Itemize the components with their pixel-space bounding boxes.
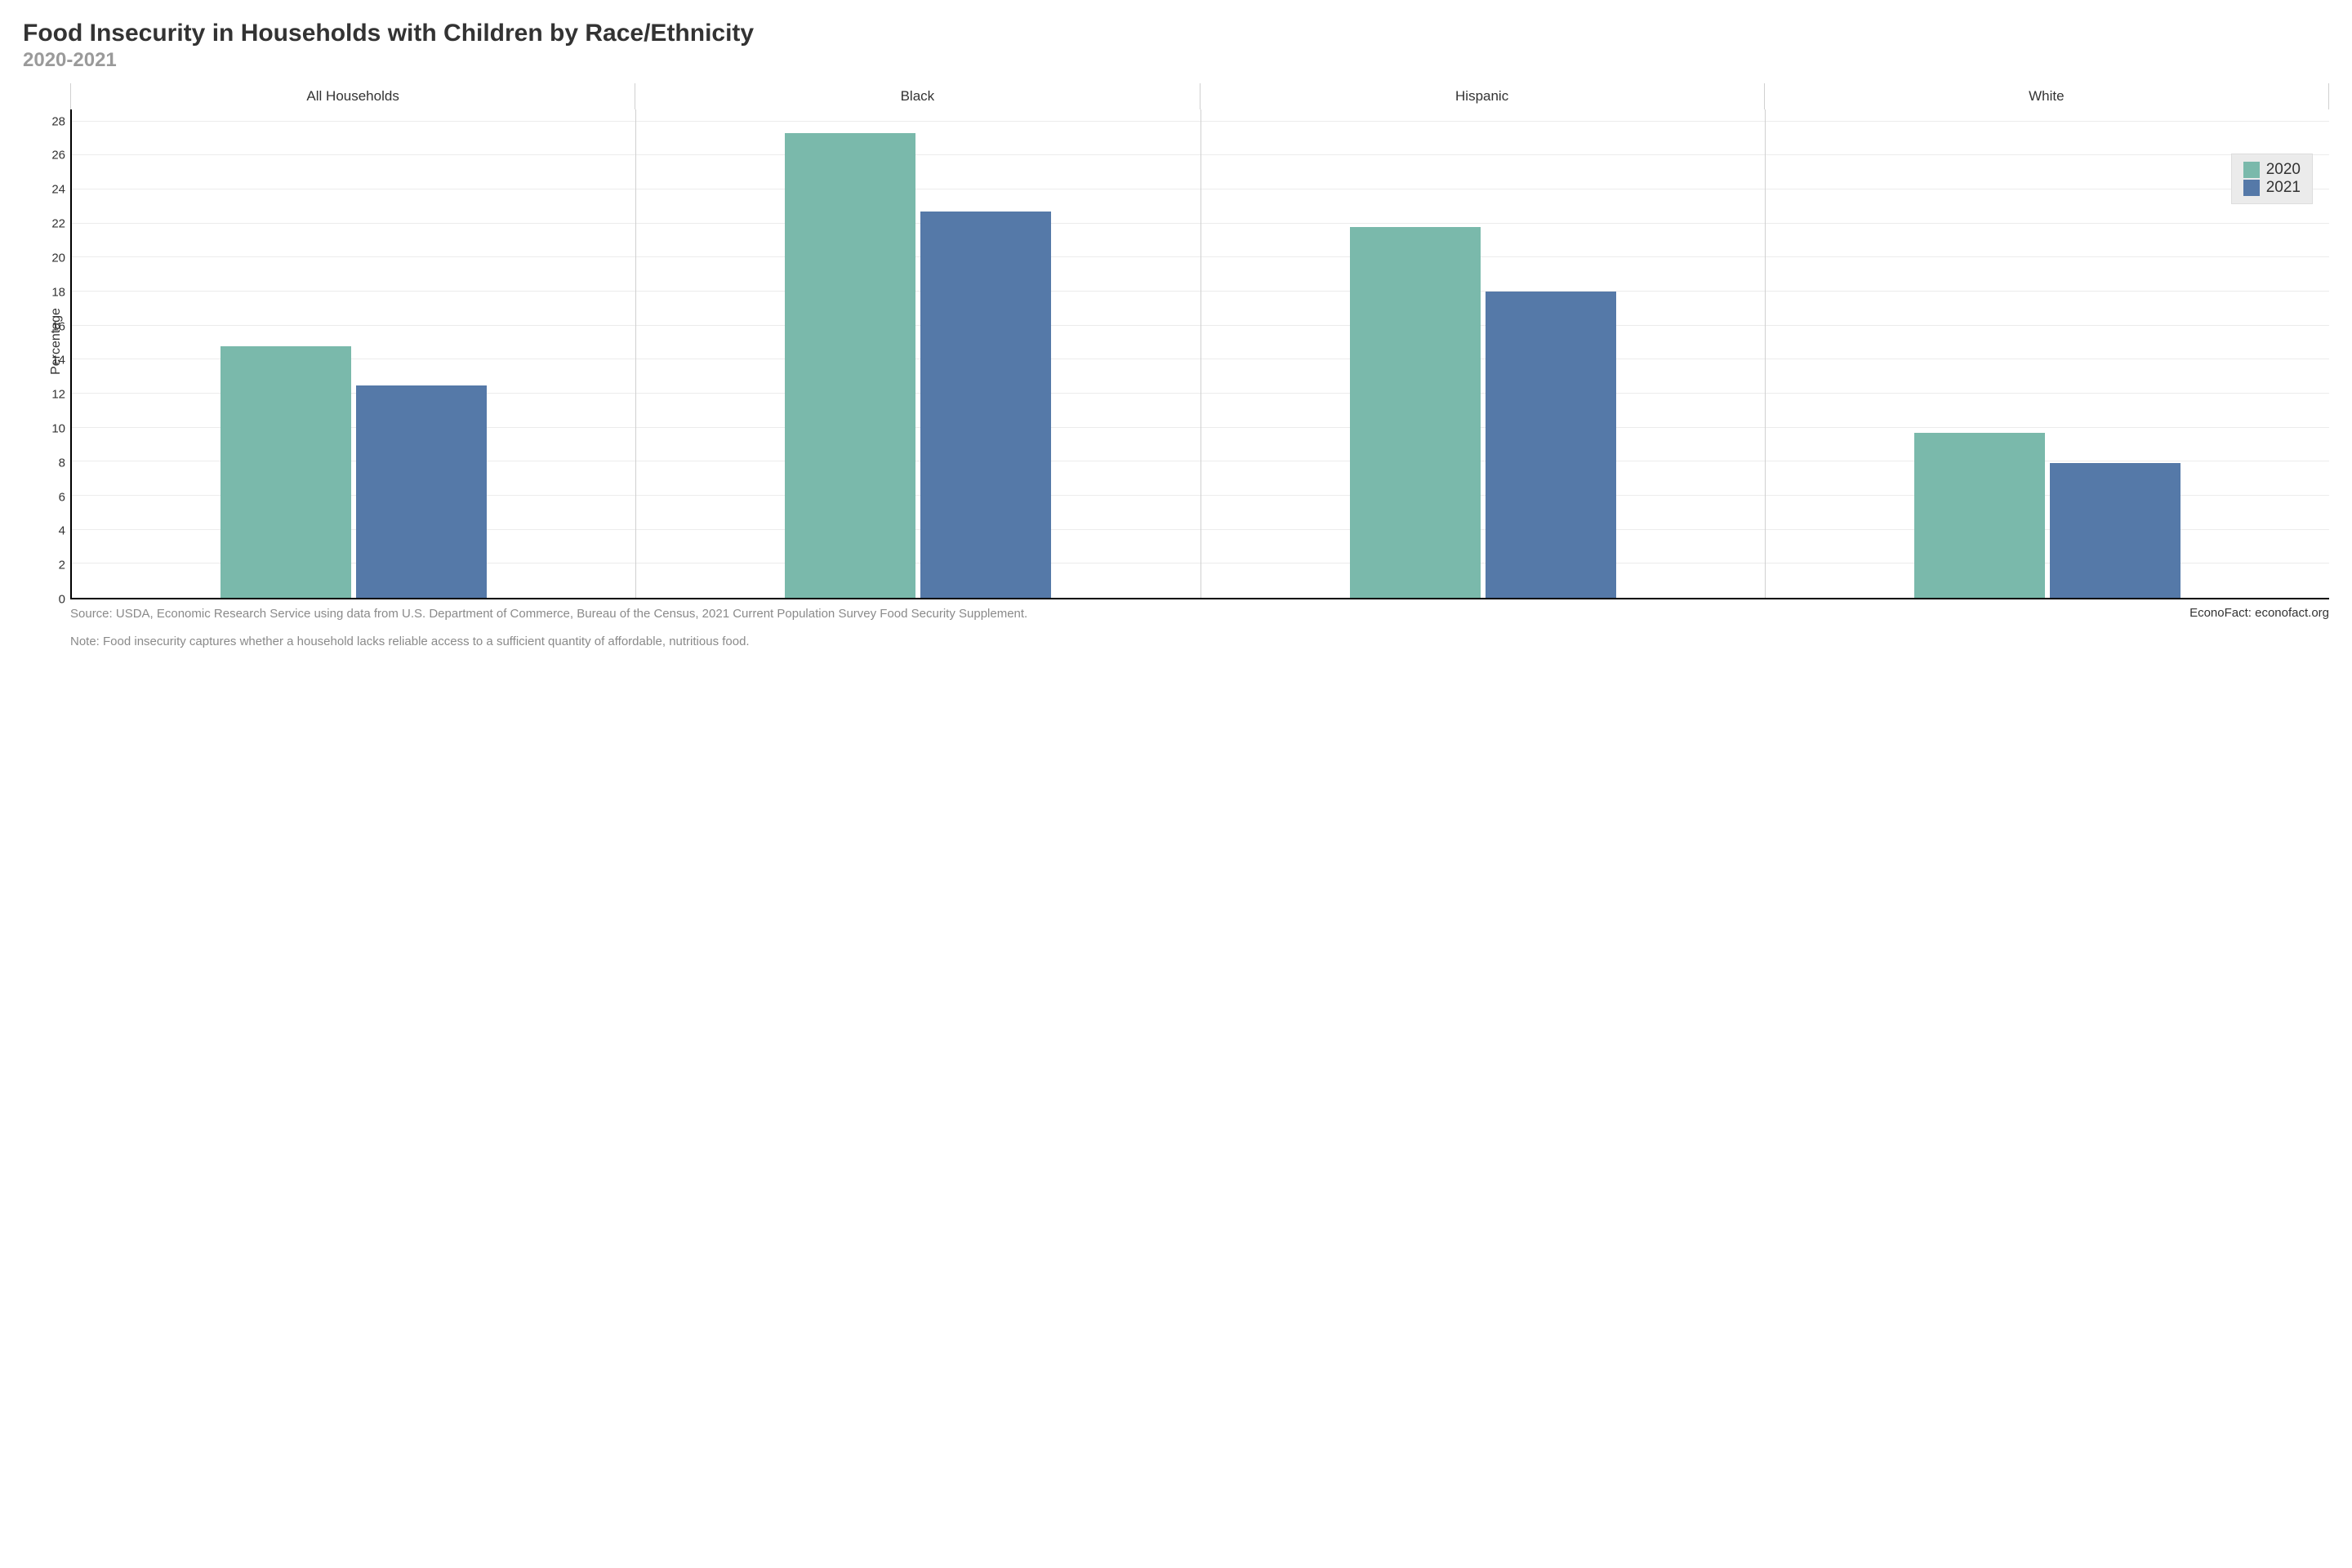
panel-header: All Households	[70, 83, 635, 109]
legend-swatch	[2243, 162, 2260, 178]
legend-label: 2021	[2266, 179, 2301, 197]
y-tick: 16	[51, 319, 65, 333]
y-tick: 24	[51, 183, 65, 197]
legend-item: 2020	[2243, 161, 2301, 179]
bar	[356, 385, 487, 598]
bar	[920, 212, 1051, 598]
chart-panel	[72, 109, 636, 598]
source-text: Source: USDA, Economic Research Service …	[70, 606, 2157, 622]
legend-item: 2021	[2243, 179, 2301, 197]
chart-panels: 20202021	[70, 109, 2329, 599]
bar	[785, 133, 915, 598]
y-tick: 14	[51, 354, 65, 368]
y-tick: 4	[59, 524, 65, 538]
y-tick: 6	[59, 490, 65, 504]
chart-panel	[1201, 109, 1766, 598]
chart-title: Food Insecurity in Households with Child…	[23, 20, 2329, 47]
chart-subtitle: 2020-2021	[23, 49, 2329, 72]
legend-label: 2020	[2266, 161, 2301, 179]
legend: 20202021	[2231, 154, 2313, 204]
bar	[1486, 292, 1616, 598]
y-tick: 22	[51, 217, 65, 231]
y-tick: 2	[59, 559, 65, 572]
panel-headers: All HouseholdsBlackHispanicWhite	[70, 83, 2329, 109]
bar	[2050, 463, 2180, 598]
chart-footer: Source: USDA, Economic Research Service …	[70, 606, 2329, 651]
legend-swatch	[2243, 180, 2260, 196]
y-axis: 0246810121416182022242628	[41, 109, 70, 599]
y-tick: 12	[51, 388, 65, 402]
bar	[1914, 433, 2045, 598]
bar	[220, 346, 351, 598]
y-tick: 18	[51, 285, 65, 299]
y-tick: 28	[51, 114, 65, 128]
y-tick: 8	[59, 456, 65, 470]
chart-panel: 20202021	[1766, 109, 2329, 598]
y-axis-label-wrap: Percentage	[23, 83, 41, 599]
y-tick: 20	[51, 251, 65, 265]
attribution-text: EconoFact: econofact.org	[2189, 606, 2329, 651]
chart-container: Percentage All HouseholdsBlackHispanicWh…	[23, 83, 2329, 599]
bar	[1350, 227, 1481, 598]
panel-header: Black	[635, 83, 1200, 109]
y-tick: 10	[51, 421, 65, 435]
chart-panel	[636, 109, 1200, 598]
y-tick: 0	[59, 593, 65, 607]
panel-header: Hispanic	[1200, 83, 1765, 109]
note-text: Note: Food insecurity captures whether a…	[70, 634, 2157, 650]
y-tick: 26	[51, 149, 65, 163]
panel-header: White	[1765, 83, 2329, 109]
